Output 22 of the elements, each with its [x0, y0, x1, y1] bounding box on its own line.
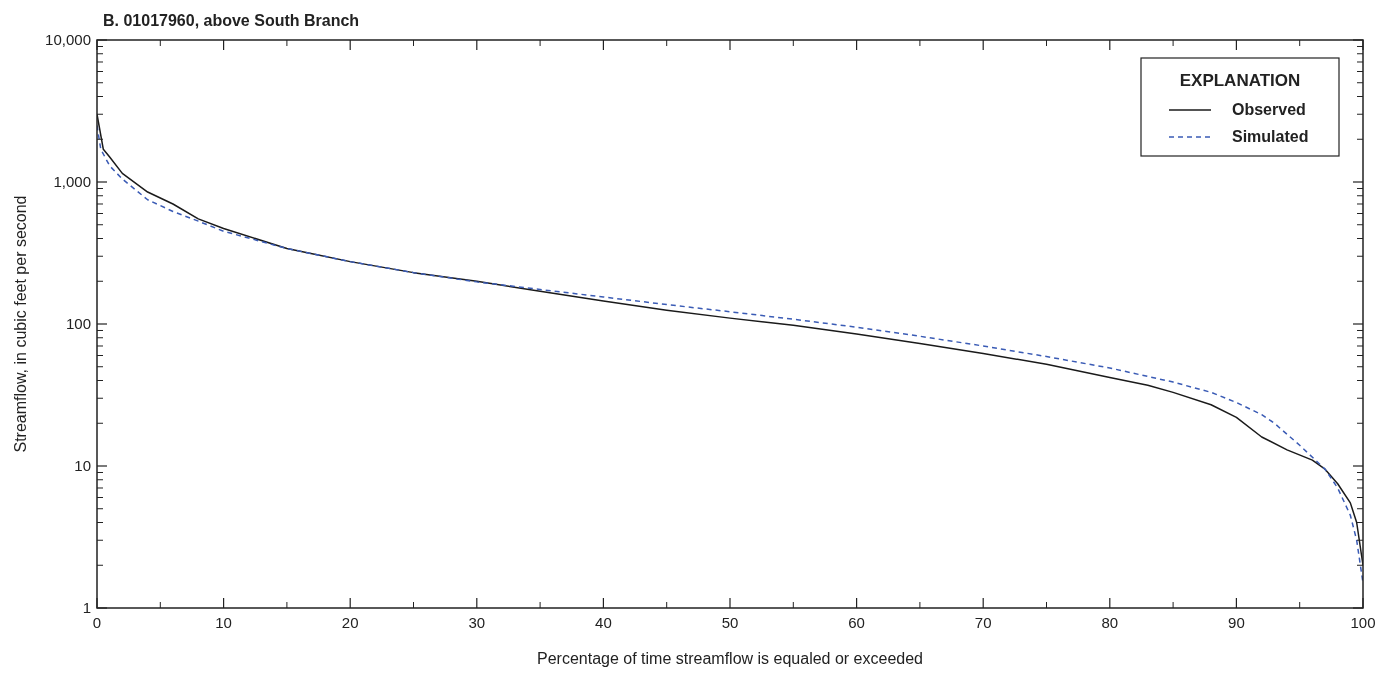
x-tick-label: 90 [1228, 614, 1245, 631]
x-tick-label: 80 [1101, 614, 1119, 631]
legend-label: Observed [1232, 101, 1306, 118]
legend-title: EXPLANATION [1179, 71, 1301, 90]
y-axis-title: Streamflow, in cubic feet per second [12, 195, 29, 453]
legend-label: Simulated [1232, 128, 1309, 145]
x-tick-label: 60 [848, 614, 865, 631]
x-tick-label: 10 [215, 614, 232, 631]
x-tick-label: 100 [1350, 614, 1376, 631]
x-tick-label: 40 [595, 614, 612, 631]
x-tick-label: 70 [974, 614, 992, 631]
y-tick-label: 100 [65, 315, 91, 332]
y-tick-label: 1,000 [53, 173, 91, 190]
y-tick-label: 1 [82, 599, 91, 616]
x-tick-label: 50 [721, 614, 739, 631]
chart-title: B. 01017960, above South Branch [103, 12, 360, 29]
x-tick-label: 20 [341, 614, 359, 631]
x-tick-label: 30 [468, 614, 486, 631]
x-axis-title: Percentage of time streamflow is equaled or exceeded [537, 650, 923, 667]
y-tick-label: 10,000 [45, 31, 91, 48]
y-tick-label: 10 [74, 457, 91, 474]
x-tick-label: 0 [92, 614, 102, 631]
